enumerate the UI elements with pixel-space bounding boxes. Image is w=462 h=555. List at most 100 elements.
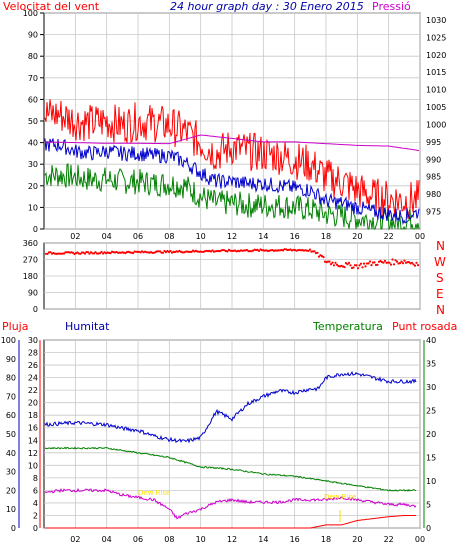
humidity-y-tick: 30 (6, 468, 16, 477)
direction-point (395, 260, 399, 263)
pressure-y-tick: 980 (426, 190, 441, 199)
series-layer (44, 99, 420, 529)
dir-y-tick: 270 (23, 256, 38, 265)
direction-point (343, 266, 346, 269)
wind-x-tick: 00 (415, 232, 425, 241)
direction-point (88, 252, 91, 255)
temp-y-tick: 40 (426, 336, 436, 345)
direction-point (335, 263, 339, 266)
direction-point (131, 252, 135, 255)
dew-rise-annotation-2: Dew Rise (324, 493, 356, 501)
direction-point (382, 261, 385, 264)
direction-point (344, 262, 348, 265)
dir-label-w: W (434, 255, 446, 269)
direction-point (359, 262, 363, 265)
direction-point (226, 250, 229, 253)
direction-point (79, 252, 82, 255)
grid-layer (18, 12, 425, 529)
direction-point (416, 264, 420, 267)
rain-y-tick: 20 (28, 399, 38, 408)
humidity-y-tick: 90 (6, 355, 16, 364)
wind-x-tick: 20 (352, 232, 362, 241)
direction-point (410, 261, 414, 264)
pressure-line (44, 134, 420, 151)
wind-x-tick: 18 (321, 232, 331, 241)
rain-y-tick: 6 (33, 486, 38, 495)
direction-point (400, 260, 403, 263)
direction-point (356, 267, 360, 270)
hum-x-tick: 04 (102, 535, 112, 544)
temp-y-tick: 15 (426, 454, 436, 463)
dir-label-e: E (436, 287, 444, 301)
direction-point (368, 260, 372, 263)
wind-y-tick: 40 (28, 139, 38, 148)
wind-y-tick: 20 (28, 182, 38, 191)
pressure-y-tick: 1000 (426, 120, 446, 129)
direction-point (407, 261, 411, 264)
direction-point (362, 262, 366, 265)
humidity-label: Humitat (65, 320, 110, 333)
hum-x-tick: 12 (227, 535, 237, 544)
direction-point (394, 259, 397, 262)
temp-y-tick: 0 (426, 524, 431, 533)
direction-point (158, 250, 162, 253)
direction-point (86, 251, 90, 254)
dewpoint-label: Punt rosada (392, 320, 457, 333)
rain-line (45, 515, 416, 529)
wind-series-min (44, 163, 420, 231)
direction-point (328, 260, 331, 263)
direction-point (308, 248, 312, 251)
humidity-y-tick: 50 (6, 430, 16, 439)
direction-point (389, 263, 393, 266)
direction-point (413, 264, 417, 267)
wind-y-tick: 60 (28, 95, 38, 104)
direction-point (331, 261, 334, 264)
direction-point (257, 249, 261, 252)
direction-point (317, 255, 321, 258)
direction-point (364, 265, 367, 268)
direction-point (161, 251, 165, 254)
direction-point (383, 259, 387, 262)
wind-y-tick: 90 (28, 31, 38, 40)
hum-x-tick: 16 (290, 535, 300, 544)
wind-series-gust (44, 99, 420, 219)
wind-y-tick: 100 (23, 9, 38, 18)
direction-point (349, 264, 352, 267)
direction-point (358, 264, 361, 267)
direction-point (49, 251, 52, 254)
pressure-label: Pressió (372, 0, 411, 13)
direction-point (403, 259, 406, 262)
direction-point (94, 251, 97, 254)
humidity-y-tick: 60 (6, 411, 16, 420)
humidity-y-tick: 20 (6, 486, 16, 495)
direction-point (376, 263, 379, 266)
wind-x-tick: 14 (258, 232, 268, 241)
direction-point (391, 258, 394, 261)
direction-point (92, 252, 96, 255)
pressure-y-tick: 1025 (426, 33, 446, 42)
hum-x-tick: 20 (352, 535, 362, 544)
direction-point (46, 252, 49, 255)
hum-x-tick: 02 (70, 535, 80, 544)
wind-label: Velocitat del vent (3, 0, 100, 13)
humidity-y-tick: 40 (6, 449, 16, 458)
rain-y-tick: 10 (28, 461, 38, 470)
pressure-y-tick: 1010 (426, 86, 446, 95)
dew-rise-annotation-1: Dew Rise (138, 489, 170, 497)
humidity-y-tick: 100 (1, 336, 16, 345)
direction-point (388, 261, 391, 264)
wind-series-avg (44, 138, 420, 226)
wind-x-tick: 12 (227, 232, 237, 241)
rain-y-tick: 16 (28, 424, 38, 433)
direction-point (98, 252, 102, 255)
temp-y-tick: 30 (426, 383, 436, 392)
hum-x-tick: 00 (415, 535, 425, 544)
direction-point (352, 266, 355, 269)
wind-x-tick: 08 (164, 232, 174, 241)
dir-y-tick: 90 (28, 289, 38, 298)
rain-y-tick: 0 (33, 524, 38, 533)
humidity-y-tick: 80 (6, 374, 16, 383)
direction-point (62, 252, 66, 255)
direction-point (211, 249, 214, 252)
